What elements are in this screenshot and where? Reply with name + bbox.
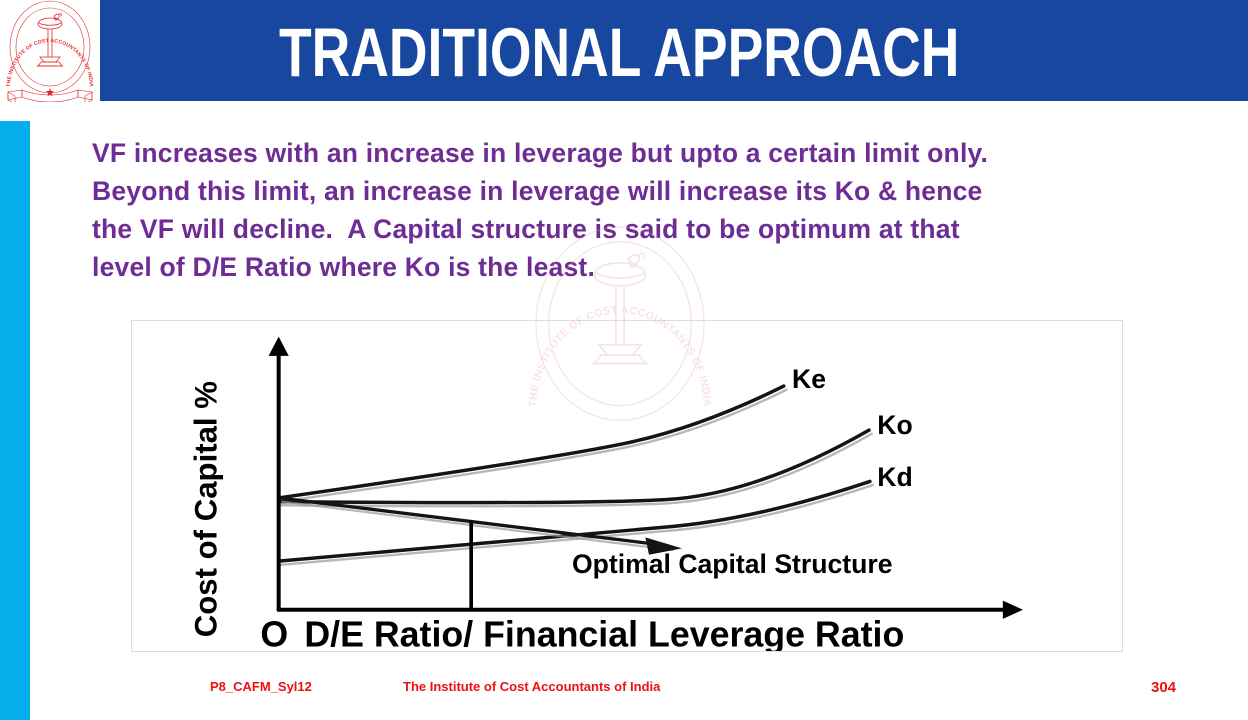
svg-text:THE INSTITUTE OF COST ACCOUNTA: THE INSTITUTE OF COST ACCOUNTANTS OF IND… (6, 38, 94, 87)
svg-text:D/E Ratio/ Financial Leverage: D/E Ratio/ Financial Leverage Ratio (304, 614, 904, 651)
svg-text:Ko: Ko (877, 410, 912, 440)
svg-text:Kd: Kd (877, 462, 912, 492)
svg-text:Ke: Ke (792, 364, 826, 394)
svg-text:Cost of Capital %: Cost of Capital % (188, 381, 223, 637)
svg-text:O: O (260, 614, 288, 651)
svg-text:Optimal Capital Structure: Optimal Capital Structure (572, 549, 892, 579)
